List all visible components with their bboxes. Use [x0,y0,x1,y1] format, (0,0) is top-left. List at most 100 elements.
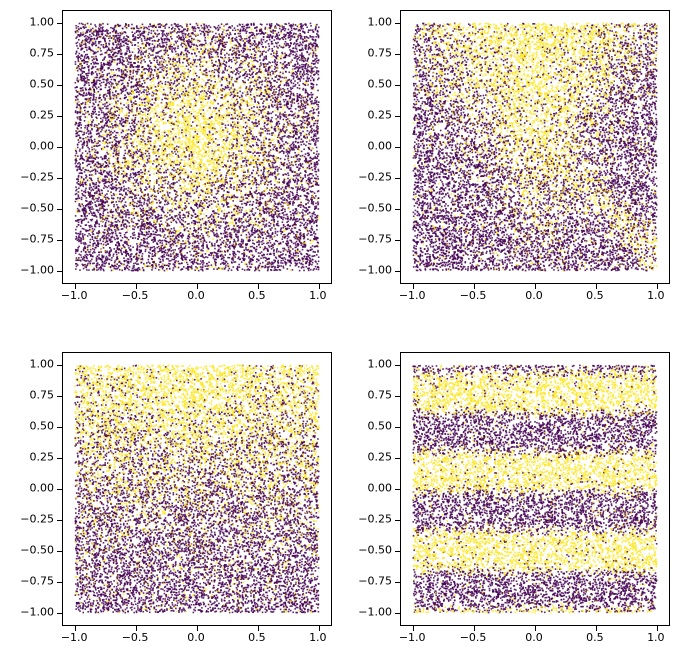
x-tick-label: −0.5 [459,631,487,644]
y-tick-label: −0.50 [358,201,392,215]
y-tick-label: 1.00 [367,357,393,371]
y-tick-mark [395,208,400,210]
subplot-top-right: −1.00 −0.75 −0.50 −0.25 0.00 0.25 0.50 0.75 1.00… [356,10,670,304]
x-tick-label: 1.0 [647,631,665,644]
y-tick-mark [57,54,62,56]
y-tick-label: −0.75 [20,232,54,246]
scatter-canvas [401,353,669,625]
x-tick-label: −1.0 [398,631,426,644]
plot-area [395,352,670,631]
x-tick-label: 0.0 [187,289,205,302]
x-tick-mark [535,284,536,289]
plot-area [57,10,332,289]
y-tick-label: 0.50 [367,419,393,433]
y-axis-ticks: −1.00 −0.75 −0.50 −0.25 0.00 0.25 0.50 0.75 1.00 [356,352,400,624]
y-tick-label: 0.00 [29,481,55,495]
y-tick-label: −0.75 [358,574,392,588]
x-tick-label: 1.0 [309,631,327,644]
x-tick-mark [413,284,415,289]
x-tick-mark [318,284,320,289]
x-tick-label: −0.5 [459,289,487,302]
x-tick-label: −0.5 [121,289,149,302]
y-tick-mark [395,489,400,490]
y-tick-label: 0.75 [29,388,55,402]
y-tick-label: 0.00 [367,481,393,495]
x-tick-mark [474,626,476,631]
y-tick-label: 0.25 [29,450,55,464]
y-tick-label: 0.75 [367,46,393,60]
y-tick-mark [57,612,62,614]
x-tick-mark [474,284,476,289]
y-tick-mark [57,147,62,148]
y-tick-mark [57,581,62,583]
y-tick-mark [57,270,62,272]
x-tick-mark [595,626,597,631]
y-tick-label: 0.50 [29,77,55,91]
x-tick-label: 1.0 [309,289,327,302]
x-tick-mark [136,284,138,289]
x-tick-label: −0.5 [121,631,149,644]
plot-area [395,10,670,289]
y-tick-mark [57,519,62,521]
y-tick-mark [57,85,62,87]
y-tick-mark [395,519,400,521]
y-tick-mark [395,550,400,552]
y-tick-mark [57,208,62,210]
y-tick-label: 0.25 [29,108,55,122]
subplot-top-left: −1.00 −0.75 −0.50 −0.25 0.00 0.25 0.50 0.75 1.00… [18,10,332,304]
y-tick-mark [395,116,400,118]
y-tick-label: 0.75 [367,388,393,402]
y-tick-mark [57,458,62,460]
x-tick-mark [595,284,597,289]
y-tick-mark [57,489,62,490]
y-tick-mark [57,23,62,25]
y-tick-label: 0.50 [29,419,55,433]
y-tick-label: −0.25 [358,512,392,526]
y-tick-label: 0.25 [367,450,393,464]
y-tick-label: −1.00 [358,263,392,277]
y-tick-label: −1.00 [358,605,392,619]
y-tick-label: 1.00 [367,15,393,29]
scatter-canvas [63,353,331,625]
x-axis-ticks: −1.0 −0.5 0.0 0.5 1.0 [60,282,330,304]
y-tick-mark [395,239,400,241]
x-tick-mark [257,626,259,631]
x-tick-label: 0.0 [525,289,543,302]
y-tick-label: −0.50 [20,201,54,215]
y-tick-label: 0.25 [367,108,393,122]
plot-area [57,352,332,631]
y-tick-label: 0.50 [367,77,393,91]
x-tick-label: 0.5 [248,289,266,302]
y-tick-mark [395,270,400,272]
subplot-bottom-right: −1.00 −0.75 −0.50 −0.25 0.00 0.25 0.50 0.75 1.00… [356,352,670,646]
y-tick-label: 0.00 [29,139,55,153]
x-axis-ticks: −1.0 −0.5 0.0 0.5 1.0 [398,282,668,304]
y-tick-label: 1.00 [29,357,55,371]
x-tick-mark [656,284,658,289]
y-tick-label: −0.75 [20,574,54,588]
x-tick-label: 0.5 [586,631,604,644]
y-tick-label: −0.75 [358,232,392,246]
y-tick-label: −0.25 [20,170,54,184]
x-tick-mark [257,284,259,289]
y-tick-mark [57,239,62,241]
x-tick-label: 0.5 [248,631,266,644]
x-tick-label: −1.0 [60,631,88,644]
x-tick-label: −1.0 [60,289,88,302]
y-tick-label: −1.00 [20,263,54,277]
scatter-canvas [63,11,331,283]
y-tick-mark [57,116,62,118]
y-tick-mark [395,396,400,398]
y-tick-mark [395,147,400,148]
y-axis-ticks: −1.00 −0.75 −0.50 −0.25 0.00 0.25 0.50 0.75 1.00 [356,10,400,282]
y-tick-label: 0.00 [367,139,393,153]
x-tick-label: −1.0 [398,289,426,302]
x-tick-label: 0.0 [525,631,543,644]
x-tick-mark [318,626,320,631]
y-tick-mark [395,458,400,460]
y-tick-label: −0.50 [20,543,54,557]
y-axis-ticks: −1.00 −0.75 −0.50 −0.25 0.00 0.25 0.50 0.75 1.00 [18,10,62,282]
y-tick-mark [395,612,400,614]
y-tick-label: −0.25 [20,512,54,526]
